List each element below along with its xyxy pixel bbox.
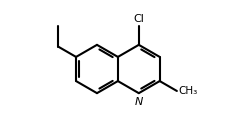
- Text: Cl: Cl: [133, 14, 144, 24]
- Text: N: N: [134, 97, 143, 107]
- Text: CH₃: CH₃: [178, 86, 197, 96]
